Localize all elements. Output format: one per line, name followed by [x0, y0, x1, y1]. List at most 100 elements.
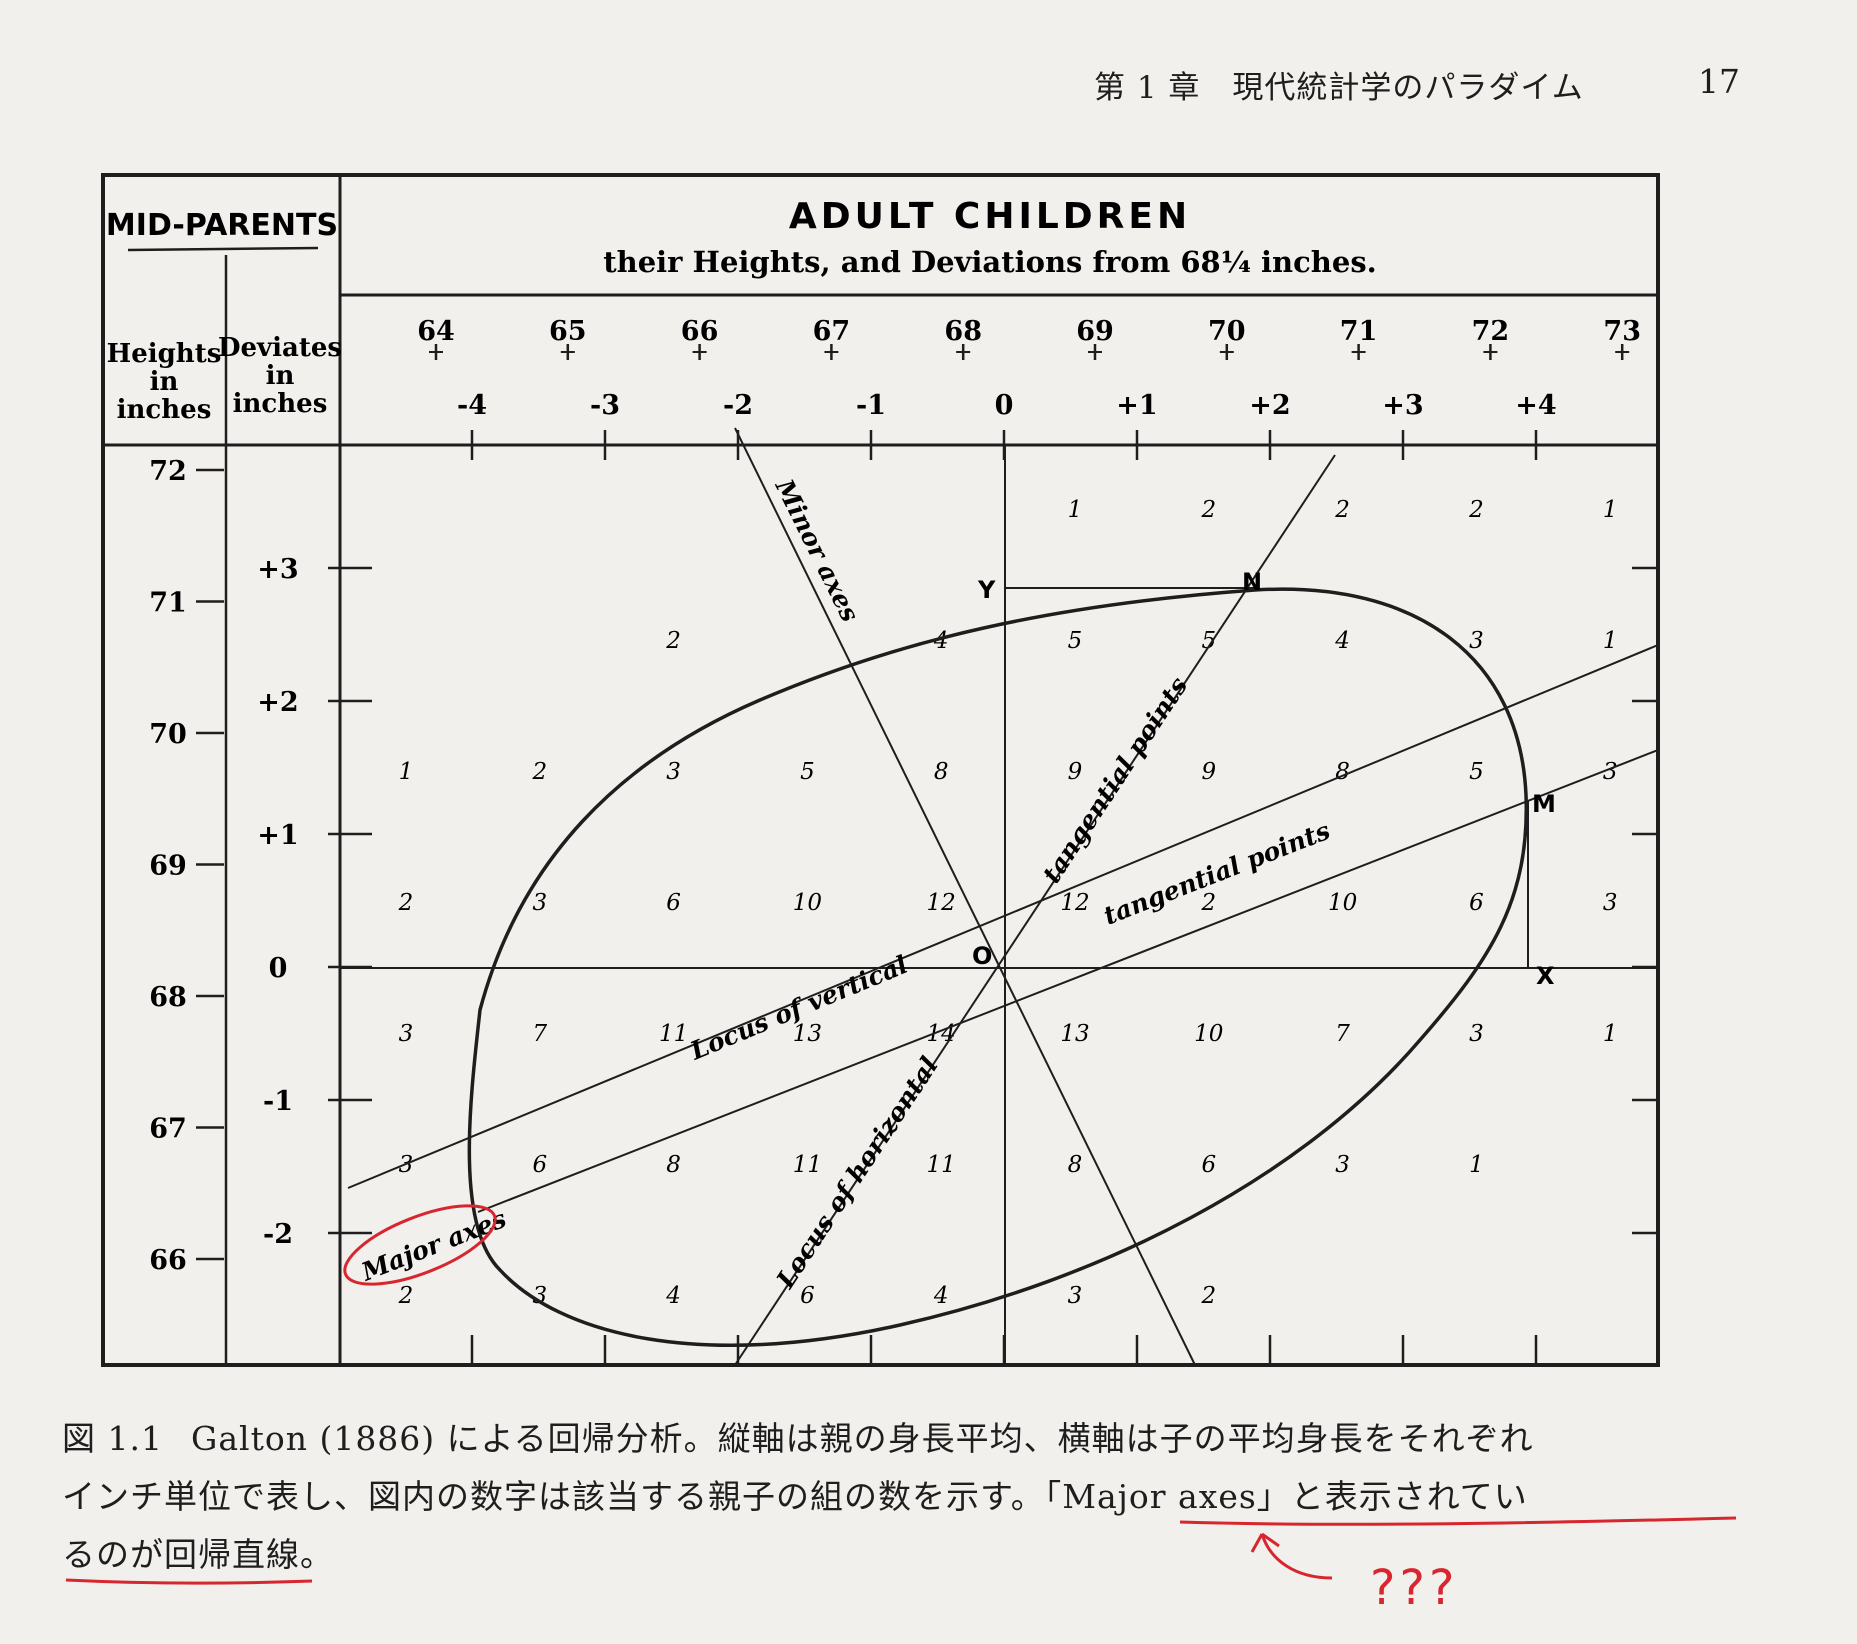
count-cell: 2 [1200, 497, 1216, 523]
count-cell: 3 [1335, 1152, 1350, 1178]
point-n-label: N [1242, 568, 1262, 596]
count-cell: 2 [398, 890, 414, 916]
left-height-label: 66 [149, 1245, 187, 1276]
heights-header-line-1: Heights [107, 339, 222, 369]
top-deviation-label: +3 [1382, 390, 1423, 421]
count-cell: 3 [1603, 890, 1618, 916]
count-cell: 13 [1060, 1021, 1089, 1047]
top-height-label: 69 [1076, 316, 1114, 347]
heights-col-header: Heights in inches [107, 339, 222, 425]
top-height-label: 71 [1340, 316, 1378, 347]
heights-header-line-3: inches [117, 395, 212, 425]
point-labels: Y N M X O [972, 568, 1556, 990]
figure-title: ADULT CHILDREN [789, 196, 1191, 237]
count-cell: 1 [1603, 628, 1618, 654]
top-deviation-label: +1 [1116, 390, 1157, 421]
top-deviation-label: -2 [723, 390, 753, 421]
count-cell: 6 [800, 1283, 815, 1309]
page-header: 第 1 章 現代統計学のパラダイム 17 [1080, 58, 1740, 108]
mid-parents-title: MID-PARENTS [106, 208, 338, 243]
count-cell: 3 [666, 759, 681, 785]
top-height-label: 72 [1472, 316, 1510, 347]
count-cell: 1 [399, 759, 414, 785]
left-height-label: 70 [149, 719, 187, 750]
major-axis-line [477, 749, 1659, 1213]
axis-labels: 64 65 66 67 68 69 70 71 72 73-4 -3 -2 -1 0 +1 +2 +3 +4727… [149, 316, 1641, 1276]
count-cell: 2 [1468, 497, 1484, 523]
heights-header-line-2: in [150, 367, 179, 397]
count-cell: 1 [1469, 1152, 1484, 1178]
left-deviation-label: +3 [257, 554, 298, 585]
count-cell: 5 [1201, 628, 1216, 654]
count-cell: 2 [1334, 497, 1350, 523]
left-height-label: 67 [149, 1114, 187, 1145]
point-o-label: O [972, 942, 992, 970]
count-cell: 2 [665, 628, 681, 654]
major-axes-highlight [343, 1204, 497, 1286]
count-cell: 4 [933, 628, 949, 654]
top-deviation-label: +4 [1515, 390, 1556, 421]
left-height-label: 71 [149, 588, 187, 619]
caption-line-3: るのが回帰直線。 [62, 1535, 334, 1574]
point-x-label: X [1536, 962, 1555, 990]
count-cell: 11 [659, 1021, 688, 1047]
question-marks-note: ??? [1370, 1560, 1459, 1616]
count-cell: 2 [1200, 1283, 1216, 1309]
caption-line-2: インチ単位で表し、図内の数字は該当する親子の組の数を示す。「Major axes… [62, 1477, 1528, 1516]
table-frame [101, 173, 1660, 1367]
ellipse-curve [467, 587, 1529, 1347]
top-height-label: 66 [681, 316, 719, 347]
page-number: 17 [1698, 62, 1740, 101]
count-cell: 9 [1201, 759, 1216, 785]
count-cell: 4 [933, 1283, 949, 1309]
count-cell: 9 [1068, 759, 1083, 785]
top-deviation-label: +2 [1249, 390, 1290, 421]
deviates-header-line-3: inches [233, 389, 328, 419]
count-cell: 7 [532, 1021, 547, 1047]
count-cell: 3 [1469, 628, 1484, 654]
locus-of-horizontal-line [734, 454, 1336, 1366]
count-cell: 10 [793, 890, 822, 916]
left-deviation-label: -1 [263, 1086, 293, 1117]
count-cell: 7 [1335, 1021, 1350, 1047]
count-cell: 10 [1194, 1021, 1223, 1047]
top-deviation-label: -4 [457, 390, 487, 421]
deviates-header-line-1: Deviates [218, 333, 342, 363]
left-deviation-label: 0 [269, 953, 288, 984]
count-cell: 1 [1603, 1021, 1618, 1047]
left-deviation-label: +2 [257, 687, 298, 718]
count-cell: 5 [1068, 628, 1083, 654]
count-cell: 8 [934, 759, 949, 785]
tangential-points-lower-label: tangential points [1100, 816, 1334, 931]
count-cell: 4 [665, 1283, 681, 1309]
count-cell: 6 [532, 1152, 547, 1178]
point-y-label: Y [977, 576, 996, 604]
top-height-label: 67 [813, 316, 851, 347]
count-cell: 3 [1068, 1283, 1083, 1309]
count-cell: 5 [1469, 759, 1484, 785]
top-height-label: 73 [1603, 316, 1641, 347]
top-height-label: 68 [944, 316, 982, 347]
locus-of-vertical-line [347, 644, 1659, 1189]
count-cell: 11 [793, 1152, 822, 1178]
figure-caption: 図 1.1 Galton (1886) による回帰分析。縦軸は親の身長平均、横軸は… [62, 1410, 1742, 1584]
left-deviation-label: +1 [257, 820, 298, 851]
top-deviation-label: -3 [590, 390, 620, 421]
construction-lines [340, 427, 1659, 1366]
chapter-title: 第 1 章 現代統計学のパラダイム [1094, 70, 1584, 106]
left-height-label: 72 [149, 456, 187, 487]
major-axes-label: Major axes [357, 1204, 511, 1287]
count-cell: 1 [1603, 497, 1618, 523]
top-deviation-label: -1 [856, 390, 886, 421]
count-cell: 3 [399, 1021, 414, 1047]
galton-figure: MID-PARENTS Heights in inches Deviates i… [101, 173, 1660, 1367]
figure-subtitle: their Heights, and Deviations from 68¼ i… [603, 245, 1377, 279]
count-cell: 13 [793, 1021, 822, 1047]
count-cell: 3 [1603, 759, 1618, 785]
top-height-label: 65 [549, 316, 587, 347]
caption-label: 図 1.1 [62, 1419, 163, 1458]
count-cell: 3 [1469, 1021, 1484, 1047]
count-cell: 6 [1201, 1152, 1216, 1178]
left-deviation-label: -2 [263, 1219, 293, 1250]
minor-axes-label: Minor axes [769, 474, 865, 627]
